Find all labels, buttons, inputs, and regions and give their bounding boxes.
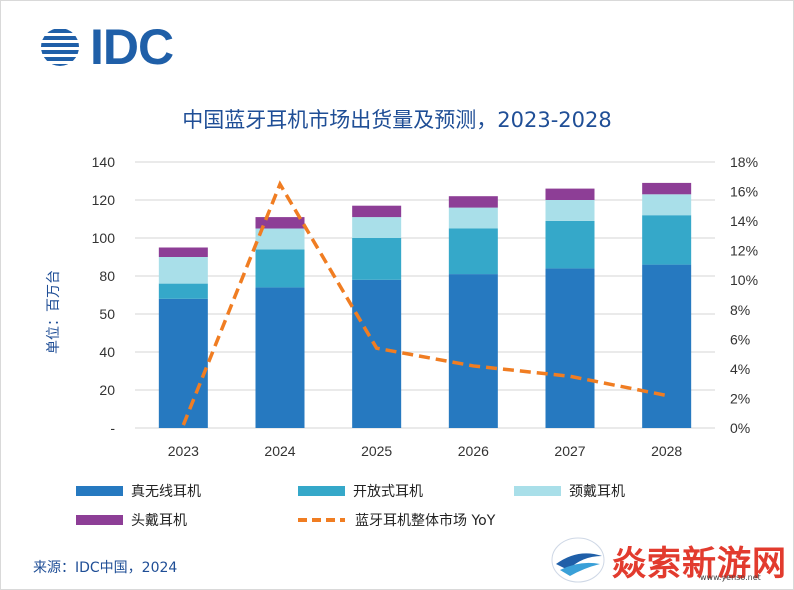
bar-segment [545,220,595,269]
idc-logo: IDC [38,19,174,75]
x-tick-label: 2028 [651,443,682,459]
bar-segment [255,249,305,288]
y2-tick-label: 6% [730,331,750,347]
legend-label: 真无线耳机 [131,484,201,500]
bar-segment [255,287,305,428]
bar-segment [158,298,208,428]
watermark-text: 焱索新游网 [612,544,787,584]
legend-label: 开放式耳机 [353,484,423,500]
y-tick-label: 20 [99,382,115,398]
y2-tick-label: 0% [730,420,750,436]
legend-label: 颈戴耳机 [569,484,625,500]
x-tick-label: 2025 [361,443,392,459]
bar-segment [448,228,498,275]
y-tick-label: 50 [99,306,115,322]
bar-segment [545,268,595,428]
bar-segment [352,205,402,218]
bar-segment [158,283,208,299]
x-tick-label: 2027 [554,443,585,459]
bar-segment [255,228,305,250]
x-tick-label: 2024 [264,443,295,459]
bar-segment [255,217,305,229]
watermark-logo-icon [551,537,605,583]
bar-segment [448,274,498,428]
legend-swatch [298,486,345,496]
bar-segment [158,247,208,257]
legend-swatch [514,486,561,496]
x-tick-label: 2026 [458,443,489,459]
legend-item-yoy: 蓝牙耳机整体市场 YoY [298,510,495,530]
legend-label: 蓝牙耳机整体市场 YoY [355,513,496,529]
y-tick-label: - [110,420,115,436]
y2-tick-label: 4% [730,361,750,377]
chart-title: 中国蓝牙耳机市场出货量及预测，2023-2028 [182,108,612,132]
source-note: 来源：IDC中国，2024 [33,560,178,576]
legend-swatch [76,486,123,496]
y2-tick-label: 10% [730,272,758,288]
y2-tick-label: 8% [730,302,750,318]
bar-segment [352,279,402,428]
bar-segment [352,238,402,280]
globe-icon [41,29,79,66]
bar-segment [642,182,692,195]
bar-segment [448,207,498,229]
y2-tick-label: 12% [730,243,758,259]
y-tick-label: 120 [92,192,116,208]
y2-tick-label: 16% [730,184,758,200]
watermark-url: www.yenso.net [700,573,761,582]
bar-segment [545,200,595,221]
y2-tick-label: 2% [730,390,750,406]
x-tick-label: 2023 [168,443,199,459]
yoy-line [181,180,668,426]
bar-segment [352,217,402,238]
legend-dash-swatch [298,518,345,522]
y-tick-label: 140 [92,154,116,170]
bar-segment [158,257,208,284]
y-tick-label: 40 [99,344,115,360]
legend-item-open: 开放式耳机 [298,481,423,501]
y-tick-label: 100 [92,230,116,246]
legend-label: 头戴耳机 [131,513,187,529]
bar-segment [545,188,595,200]
logo-text: IDC [90,19,174,75]
bar-segment [642,194,692,216]
y2-tick-label: 18% [730,154,758,170]
legend-swatch [76,515,123,525]
bar-segment [642,215,692,265]
bar-segment [448,196,498,208]
y2-tick-label: 14% [730,213,758,229]
y-tick-label: 80 [99,268,115,284]
legend-item-neckband: 颈戴耳机 [514,481,625,501]
legend-item-tws: 真无线耳机 [76,481,201,501]
bar-segment [642,264,692,428]
legend-item-headphone: 头戴耳机 [76,510,187,530]
